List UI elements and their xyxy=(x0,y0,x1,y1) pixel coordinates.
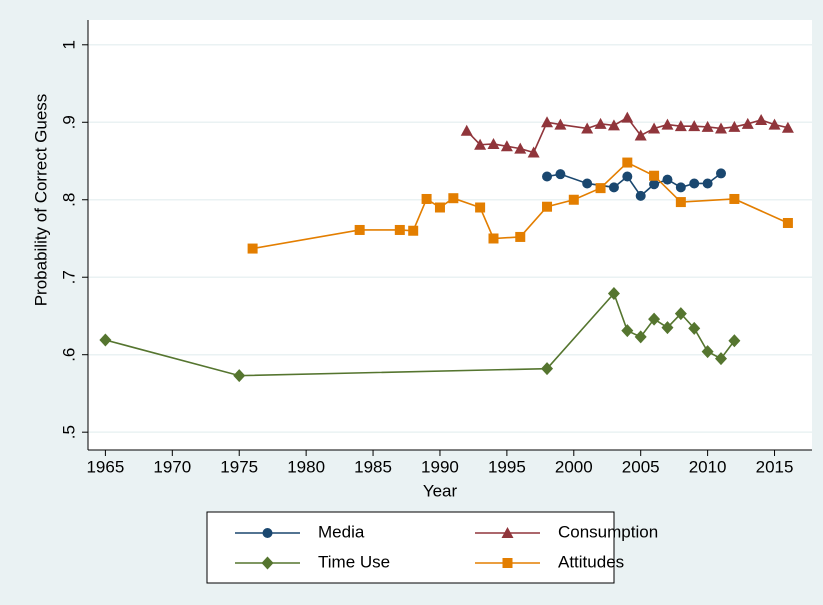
legend-label: Media xyxy=(318,522,365,541)
marker xyxy=(554,118,567,130)
x-tick-label: 2005 xyxy=(622,457,660,476)
marker xyxy=(595,183,606,194)
marker xyxy=(715,168,726,179)
marker xyxy=(434,202,445,213)
marker xyxy=(688,120,701,132)
marker xyxy=(233,369,246,383)
marker xyxy=(741,117,754,129)
marker xyxy=(594,117,607,129)
marker xyxy=(581,122,594,134)
marker xyxy=(474,138,487,150)
marker xyxy=(541,116,554,128)
marker xyxy=(621,324,634,338)
marker xyxy=(782,217,793,228)
marker xyxy=(487,137,500,149)
marker xyxy=(541,362,554,376)
marker xyxy=(648,122,661,134)
legend-label: Time Use xyxy=(318,552,390,571)
marker xyxy=(448,193,459,204)
x-tick-label: 1980 xyxy=(287,457,325,476)
legend-marker xyxy=(262,528,273,538)
marker xyxy=(714,352,727,366)
x-tick-label: 1995 xyxy=(488,457,526,476)
y-tick-label: .8 xyxy=(59,193,78,207)
marker xyxy=(701,345,714,359)
plot-area xyxy=(88,20,812,450)
marker xyxy=(755,113,768,125)
legend-marker xyxy=(261,556,274,570)
marker xyxy=(728,334,741,348)
marker xyxy=(354,224,365,235)
x-tick-label: 2015 xyxy=(756,457,794,476)
marker xyxy=(675,197,686,208)
marker xyxy=(542,171,553,182)
marker xyxy=(702,178,713,189)
marker xyxy=(514,142,527,154)
y-tick-label: .7 xyxy=(59,270,78,284)
marker xyxy=(689,178,700,189)
marker xyxy=(649,170,660,181)
marker xyxy=(661,118,674,130)
marker xyxy=(621,111,634,123)
marker xyxy=(649,179,660,190)
marker xyxy=(555,169,566,180)
marker xyxy=(607,119,620,131)
legend-marker xyxy=(502,558,513,568)
marker xyxy=(99,333,112,347)
marker xyxy=(674,120,687,132)
y-axis-title: Probability of Correct Guess xyxy=(31,94,50,307)
marker xyxy=(394,224,405,235)
y-tick-label: 1 xyxy=(59,40,78,49)
marker xyxy=(607,286,620,300)
marker xyxy=(729,193,740,204)
marker xyxy=(488,233,499,244)
y-tick-label: .9 xyxy=(59,115,78,129)
x-tick-label: 1975 xyxy=(220,457,258,476)
marker xyxy=(608,182,619,193)
marker xyxy=(648,312,661,326)
marker xyxy=(247,243,258,254)
x-tick-label: 2000 xyxy=(555,457,593,476)
legend-label: Consumption xyxy=(558,522,658,541)
legend-label: Attitudes xyxy=(558,552,624,571)
marker xyxy=(768,118,781,130)
legend xyxy=(206,511,615,584)
legend-marker xyxy=(501,527,514,538)
marker xyxy=(662,174,673,185)
marker xyxy=(781,121,794,133)
marker xyxy=(515,231,526,242)
y-tick-label: .5 xyxy=(59,425,78,439)
x-tick-label: 1990 xyxy=(421,457,459,476)
x-tick-label: 2010 xyxy=(689,457,727,476)
x-tick-label: 1965 xyxy=(86,457,124,476)
marker xyxy=(408,225,419,236)
marker xyxy=(475,202,486,213)
marker xyxy=(635,190,646,201)
y-tick-label: .6 xyxy=(59,348,78,362)
marker xyxy=(500,140,513,152)
marker xyxy=(701,120,714,132)
x-tick-label: 1970 xyxy=(153,457,191,476)
marker xyxy=(460,124,473,136)
marker xyxy=(674,307,687,321)
marker xyxy=(622,157,633,168)
marker xyxy=(728,120,741,132)
marker xyxy=(688,321,701,335)
marker xyxy=(661,321,674,335)
x-tick-label: 1985 xyxy=(354,457,392,476)
marker xyxy=(675,182,686,193)
marker xyxy=(568,194,579,205)
marker xyxy=(622,171,633,182)
marker xyxy=(421,193,432,204)
marker xyxy=(542,201,553,212)
marker xyxy=(527,146,540,158)
x-axis-title: Year xyxy=(423,481,458,500)
marker xyxy=(714,122,727,134)
marker xyxy=(634,330,647,344)
marker xyxy=(634,129,647,141)
marker xyxy=(582,178,593,189)
